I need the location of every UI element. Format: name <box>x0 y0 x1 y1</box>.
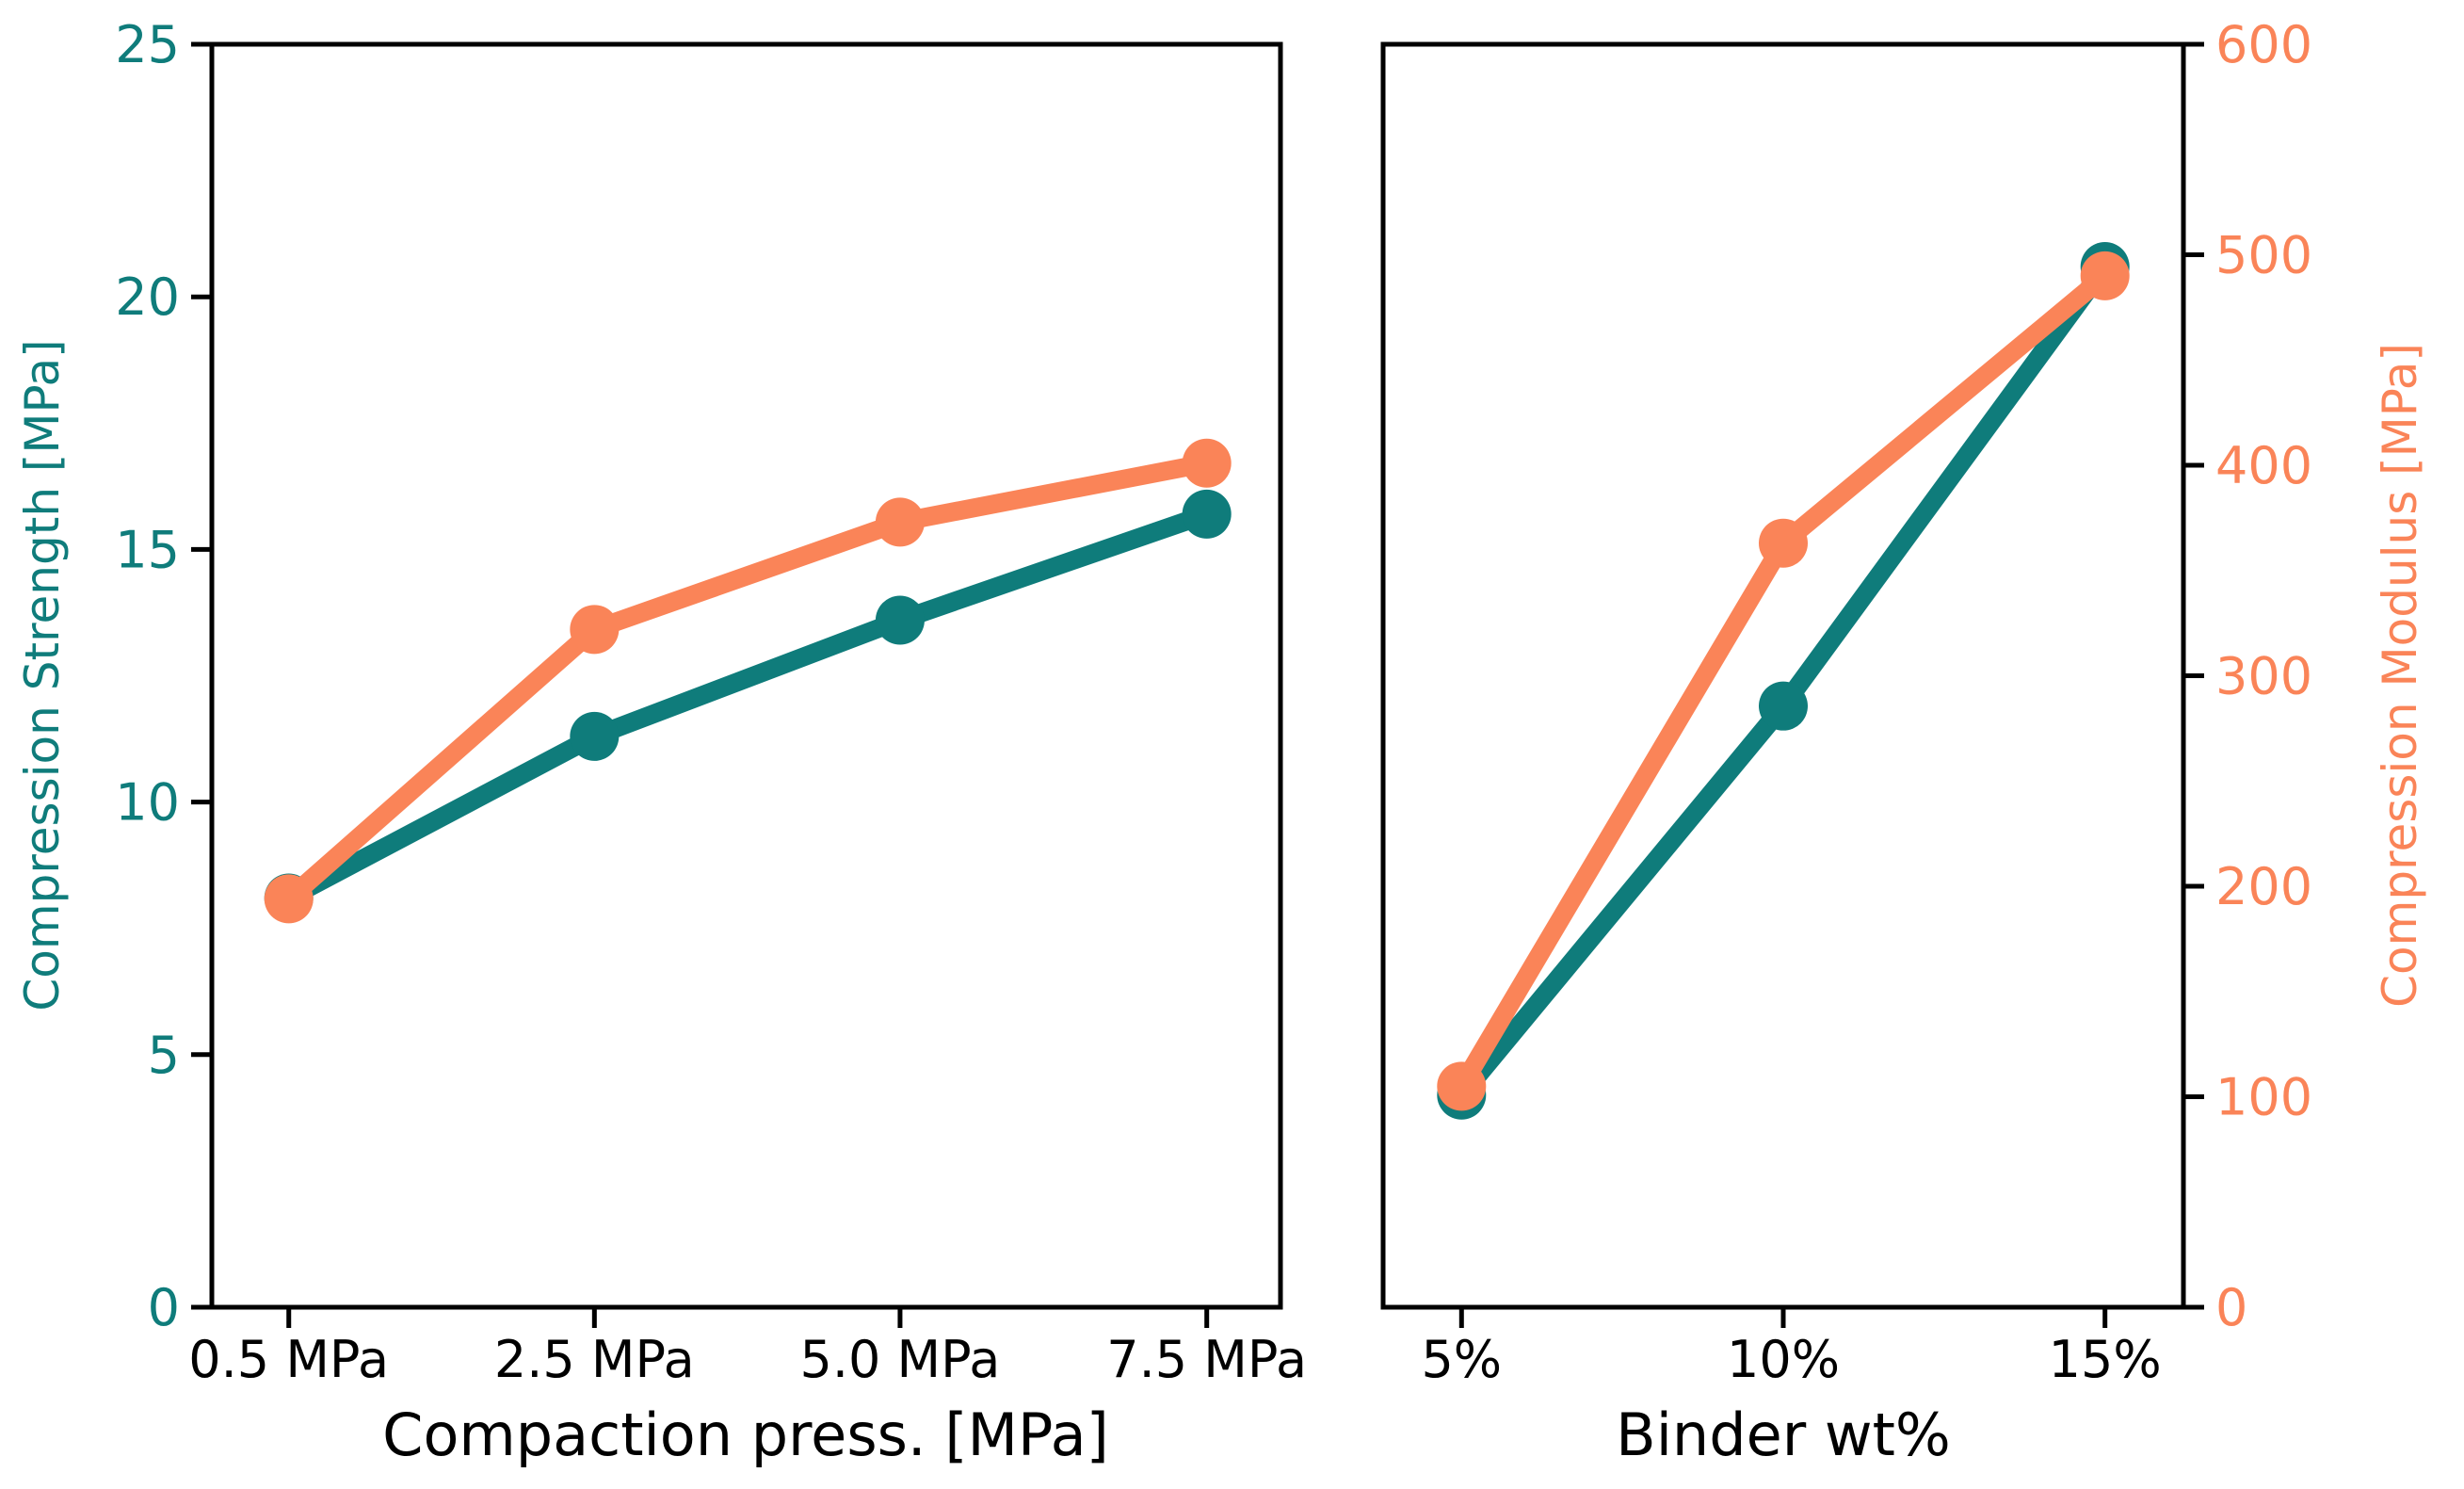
left-y-tick-label: 10 <box>115 773 180 833</box>
left-subplot: 0.5 MPa 2.5 MPa 5.0 MPa 7.5 MPa 0 5 10 15 20 25 <box>115 15 1307 1389</box>
x-tick-label: 2.5 MPa <box>494 1330 695 1389</box>
left-y-tick-label: 20 <box>115 267 180 327</box>
data-point-modulus <box>1437 1061 1487 1111</box>
x-tick-label: 5.0 MPa <box>800 1330 1001 1389</box>
left-y-tick-label: 25 <box>115 15 180 74</box>
axes-spines <box>209 41 1283 1310</box>
left-x-axis-label: Compaction press. [MPa] <box>382 1400 1109 1469</box>
data-point-modulus <box>1182 438 1232 488</box>
right-y-axis-label: Compression Modulus [MPa] <box>2373 343 2427 1008</box>
data-point-strength <box>1759 681 1808 731</box>
right-subplot: 5% 10% 15% 0 100 200 300 400 500 600 <box>1380 15 2312 1389</box>
right-y-tick-label: 200 <box>2215 857 2312 916</box>
series-line-strength <box>1454 261 2113 1102</box>
axes-spines <box>1380 41 2186 1310</box>
x-tick-label: 10% <box>1727 1330 1840 1389</box>
right-y-tick-label: 500 <box>2215 226 2312 285</box>
right-y-tick-label: 100 <box>2215 1068 2312 1127</box>
data-point-strength <box>875 595 925 645</box>
data-point-modulus <box>570 605 620 655</box>
right-y-tick-label: 400 <box>2215 436 2312 495</box>
x-tick-label: 15% <box>2049 1330 2162 1389</box>
x-tick-label: 7.5 MPa <box>1106 1330 1307 1389</box>
x-tick-label: 5% <box>1421 1330 1502 1389</box>
data-point-strength <box>1182 489 1232 539</box>
data-point-modulus <box>875 497 925 547</box>
right-y-tick-label: 300 <box>2215 647 2312 706</box>
right-y-tick-label: 600 <box>2215 15 2312 74</box>
left-y-tick-label: 0 <box>148 1278 180 1337</box>
left-y-tick-label: 5 <box>148 1026 180 1085</box>
data-point-modulus <box>1759 518 1808 568</box>
right-y-tick-label: 0 <box>2215 1278 2247 1337</box>
data-point-modulus <box>264 874 314 924</box>
left-y-axis-label: Compression Strength [MPa] <box>15 339 70 1011</box>
left-y-tick-label: 15 <box>115 520 180 579</box>
series-line-modulus <box>282 453 1209 906</box>
data-point-modulus <box>2080 251 2130 300</box>
data-point-strength <box>570 711 620 761</box>
x-tick-label: 0.5 MPa <box>188 1330 389 1389</box>
right-x-axis-label: Binder wt% <box>1616 1400 1951 1469</box>
series-line-strength <box>284 505 1210 907</box>
